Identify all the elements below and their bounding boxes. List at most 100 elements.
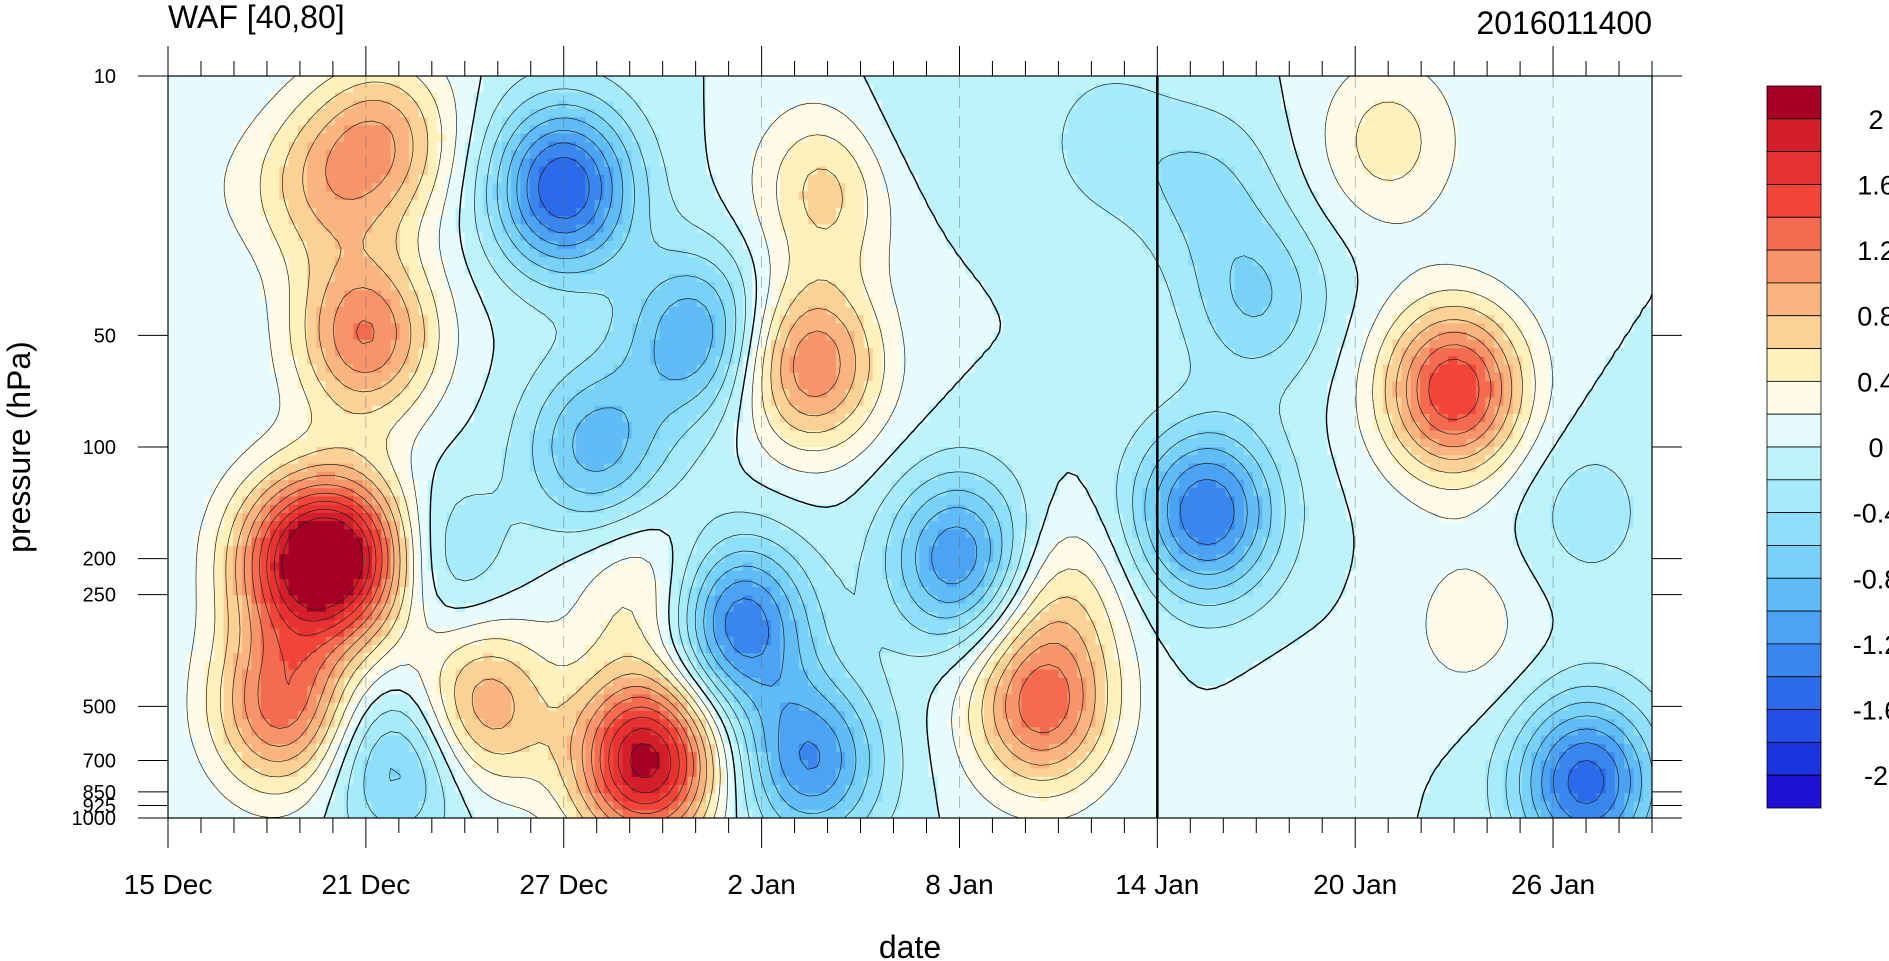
contour-cell <box>1169 141 1180 151</box>
contour-cell <box>1141 207 1152 217</box>
contour-cell <box>1114 273 1124 283</box>
contour-cell <box>177 323 188 333</box>
contour-cell <box>789 150 800 160</box>
contour-cell <box>668 232 679 242</box>
contour-cell <box>1281 216 1291 225</box>
contour-cell <box>1642 199 1652 209</box>
contour-cell <box>1512 158 1523 168</box>
contour-cell <box>307 306 318 316</box>
contour-cell <box>613 100 624 110</box>
contour-cell <box>937 174 948 184</box>
contour-cell <box>984 216 995 225</box>
contour-cell <box>1466 150 1477 160</box>
contour-cell <box>1141 76 1152 85</box>
contour-cell <box>344 76 355 85</box>
contour-cell <box>789 232 800 242</box>
contour-cell <box>1225 158 1236 168</box>
contour-cell <box>1141 323 1152 333</box>
contour-cell <box>659 216 670 225</box>
contour-cell <box>1457 76 1468 85</box>
contour-cell <box>1485 92 1495 102</box>
contour-cell <box>1540 240 1551 250</box>
contour-cell <box>455 92 466 102</box>
contour-cell <box>539 166 549 176</box>
contour-cell <box>1271 207 1282 217</box>
contour-cell <box>427 216 438 225</box>
contour-cell <box>1234 224 1245 234</box>
contour-cell <box>733 141 744 151</box>
contour-cell <box>928 282 939 291</box>
contour-cell <box>390 216 401 225</box>
contour-cell <box>307 216 318 225</box>
contour-cell <box>195 117 206 127</box>
contour-cell <box>1531 282 1542 291</box>
contour-cell <box>733 108 744 118</box>
contour-cell <box>539 76 549 85</box>
contour-cell <box>1429 224 1440 234</box>
contour-cell <box>687 315 698 324</box>
contour-cell <box>1355 174 1366 184</box>
contour-cell <box>1021 257 1032 267</box>
contour-cell <box>1225 315 1236 324</box>
contour-cell <box>1225 240 1236 250</box>
contour-cell <box>863 76 874 85</box>
contour-cell <box>390 240 401 250</box>
contour-cell <box>1104 232 1115 242</box>
contour-cell <box>1345 84 1356 94</box>
contour-cell <box>1568 125 1579 135</box>
contour-cell <box>1364 249 1375 258</box>
contour-cell <box>770 240 781 250</box>
contour-cell <box>743 315 753 324</box>
contour-cell <box>1002 290 1013 300</box>
contour-cell <box>1373 224 1384 234</box>
contour-cell <box>483 290 494 300</box>
contour-cell <box>668 141 679 151</box>
contour-cell <box>1577 191 1588 201</box>
contour-cell <box>1002 273 1013 283</box>
contour-cell <box>548 199 559 209</box>
contour-cell <box>1123 117 1134 127</box>
contour-cell <box>1559 191 1570 201</box>
contour-cell <box>1549 257 1560 267</box>
contour-cell <box>1039 125 1050 135</box>
contour-cell <box>1262 199 1273 209</box>
contour-cell <box>270 108 280 118</box>
contour-cell <box>1614 117 1625 127</box>
contour-cell <box>696 150 707 160</box>
contour-cell <box>307 257 318 267</box>
contour-cell <box>576 282 586 291</box>
contour-cell <box>965 232 976 242</box>
contour-cell <box>1614 133 1625 143</box>
contour-cell <box>585 249 596 258</box>
contour-cell <box>576 216 586 225</box>
contour-cell <box>733 125 744 135</box>
contour-cell <box>910 323 920 333</box>
contour-cell <box>641 273 651 283</box>
contour-cell <box>1002 84 1013 94</box>
contour-cell <box>1512 298 1523 308</box>
contour-cell <box>1141 158 1152 168</box>
contour-cell <box>474 224 484 234</box>
contour-cell <box>399 125 410 135</box>
contour-cell <box>1420 290 1431 300</box>
contour-cell <box>1030 257 1041 267</box>
contour-cell <box>863 257 874 267</box>
contour-cell <box>1049 323 1060 333</box>
contour-cell <box>1373 133 1384 143</box>
contour-cell <box>325 166 336 176</box>
contour-cell <box>956 141 967 151</box>
contour-cell <box>891 315 902 324</box>
contour-cell <box>427 232 438 242</box>
contour-cell <box>455 158 466 168</box>
contour-cell <box>1030 306 1041 316</box>
contour-cell <box>789 174 800 184</box>
contour-cell <box>1383 257 1393 267</box>
contour-cell <box>1160 150 1171 160</box>
contour-cell <box>956 92 967 102</box>
contour-cell <box>557 133 568 143</box>
contour-cell <box>965 125 976 135</box>
contour-cell <box>1123 174 1134 184</box>
contour-cell <box>353 315 364 324</box>
contour-cell <box>668 199 679 209</box>
contour-cell <box>1216 108 1226 118</box>
